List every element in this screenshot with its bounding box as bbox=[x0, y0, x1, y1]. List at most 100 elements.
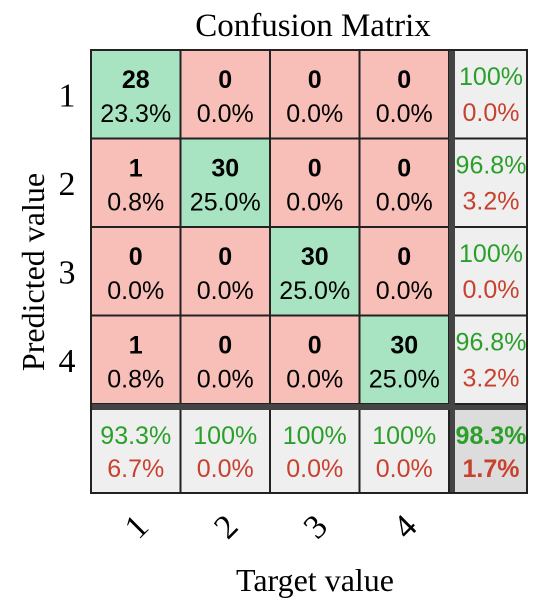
column-correct-percent: 93.3% bbox=[100, 422, 171, 450]
cell-background bbox=[359, 50, 449, 139]
summary-background bbox=[270, 410, 360, 493]
cell-count: 0 bbox=[308, 332, 322, 360]
cell-percent: 0.0% bbox=[107, 277, 164, 305]
cell-count: 0 bbox=[308, 66, 322, 94]
cell-count: 0 bbox=[129, 243, 143, 271]
cell-background bbox=[270, 50, 360, 139]
cell-count: 1 bbox=[129, 155, 143, 183]
matrix-cell: 0 0.0% bbox=[180, 315, 270, 404]
y-tick-label: 3 bbox=[59, 254, 76, 291]
cell-count: 30 bbox=[211, 155, 239, 183]
matrix-cell: 0 0.0% bbox=[91, 227, 181, 316]
cell-percent: 0.0% bbox=[197, 366, 254, 394]
row-error-percent: 0.0% bbox=[463, 276, 520, 304]
overall-background bbox=[455, 410, 527, 493]
cell-percent: 0.8% bbox=[107, 189, 164, 217]
matrix-cell: 0 0.0% bbox=[359, 227, 449, 316]
cell-count: 1 bbox=[129, 332, 143, 360]
cell-count: 0 bbox=[397, 243, 411, 271]
x-axis-label: Target value bbox=[236, 562, 394, 598]
row-summary-cell: 96.8% 3.2% bbox=[455, 315, 527, 404]
matrix-cell: 30 25.0% bbox=[180, 138, 270, 227]
chart-title: Confusion Matrix bbox=[195, 8, 431, 44]
overall-error-percent: 1.7% bbox=[463, 455, 520, 483]
cell-percent: 0.0% bbox=[286, 366, 343, 394]
column-correct-percent: 100% bbox=[283, 422, 347, 450]
matrix-cell: 0 0.0% bbox=[270, 50, 360, 139]
column-error-percent: 0.0% bbox=[286, 455, 343, 483]
cell-percent: 0.0% bbox=[376, 277, 433, 305]
overall-accuracy-cell: 98.3% 1.7% bbox=[455, 410, 527, 493]
y-tick-label: 2 bbox=[59, 166, 76, 203]
cell-count: 0 bbox=[308, 155, 322, 183]
cell-background bbox=[180, 50, 270, 139]
cell-background bbox=[91, 138, 181, 227]
column-summary-cell: 100% 0.0% bbox=[270, 410, 360, 493]
cell-background bbox=[91, 227, 181, 316]
column-error-percent: 0.0% bbox=[376, 455, 433, 483]
row-correct-percent: 100% bbox=[459, 240, 523, 268]
cell-count: 28 bbox=[122, 66, 150, 94]
column-correct-percent: 100% bbox=[193, 422, 257, 450]
column-summary-cell: 93.3% 6.7% bbox=[91, 410, 181, 493]
cell-background bbox=[91, 50, 181, 139]
matrix-cell: 1 0.8% bbox=[91, 138, 181, 227]
row-error-percent: 3.2% bbox=[463, 188, 520, 216]
chart-border bbox=[90, 49, 528, 494]
cell-percent: 0.0% bbox=[286, 189, 343, 217]
cell-background bbox=[91, 315, 181, 404]
row-summary-cell: 96.8% 3.2% bbox=[455, 138, 527, 227]
cell-background bbox=[180, 138, 270, 227]
cell-percent: 0.0% bbox=[376, 100, 433, 128]
matrix-cell: 0 0.0% bbox=[270, 138, 360, 227]
summary-background bbox=[455, 138, 527, 227]
cell-background bbox=[270, 138, 360, 227]
matrix-cell: 0 0.0% bbox=[180, 227, 270, 316]
cell-background bbox=[359, 227, 449, 316]
cell-count: 0 bbox=[397, 66, 411, 94]
row-error-percent: 0.0% bbox=[463, 99, 520, 127]
y-tick-label: 4 bbox=[59, 343, 76, 380]
cell-count: 0 bbox=[397, 155, 411, 183]
cell-count: 30 bbox=[390, 332, 418, 360]
matrix-cell: 0 0.0% bbox=[270, 315, 360, 404]
grid-lines bbox=[90, 49, 528, 494]
summary-background bbox=[455, 315, 527, 404]
summary-separator-horizontal bbox=[91, 404, 527, 410]
matrix-cell: 0 0.0% bbox=[180, 50, 270, 139]
cell-percent: 0.0% bbox=[376, 189, 433, 217]
cell-count: 0 bbox=[218, 243, 232, 271]
matrix-cell: 0 0.0% bbox=[359, 50, 449, 139]
summary-separator-vertical bbox=[449, 50, 455, 493]
cell-background bbox=[270, 315, 360, 404]
x-tick-label: 4 bbox=[386, 508, 424, 546]
cell-percent: 0.0% bbox=[197, 100, 254, 128]
column-correct-percent: 100% bbox=[372, 422, 436, 450]
cell-background bbox=[180, 227, 270, 316]
cell-background bbox=[270, 227, 360, 316]
summary-background bbox=[359, 410, 449, 493]
axis-labels: Confusion Matrix Target value Predicted … bbox=[15, 8, 431, 598]
x-tick-label: 2 bbox=[207, 508, 245, 546]
x-tick-label: 1 bbox=[118, 508, 156, 546]
matrix-cell: 1 0.8% bbox=[91, 315, 181, 404]
cell-percent: 23.3% bbox=[100, 100, 171, 128]
column-summary-cell: 100% 0.0% bbox=[359, 410, 449, 493]
cell-background bbox=[180, 315, 270, 404]
cell-background bbox=[359, 138, 449, 227]
summary-background bbox=[455, 227, 527, 316]
row-error-percent: 3.2% bbox=[463, 365, 520, 393]
matrix-cell: 28 23.3% bbox=[91, 50, 181, 139]
summary-background bbox=[180, 410, 270, 493]
cell-background bbox=[359, 315, 449, 404]
cell-percent: 0.0% bbox=[286, 100, 343, 128]
y-tick-label: 1 bbox=[59, 77, 76, 114]
row-summary-cell: 100% 0.0% bbox=[455, 227, 527, 316]
row-correct-percent: 96.8% bbox=[456, 329, 527, 357]
cell-count: 30 bbox=[301, 243, 329, 271]
column-error-percent: 0.0% bbox=[197, 455, 254, 483]
overall-correct-percent: 98.3% bbox=[456, 422, 527, 450]
column-error-percent: 6.7% bbox=[107, 455, 164, 483]
